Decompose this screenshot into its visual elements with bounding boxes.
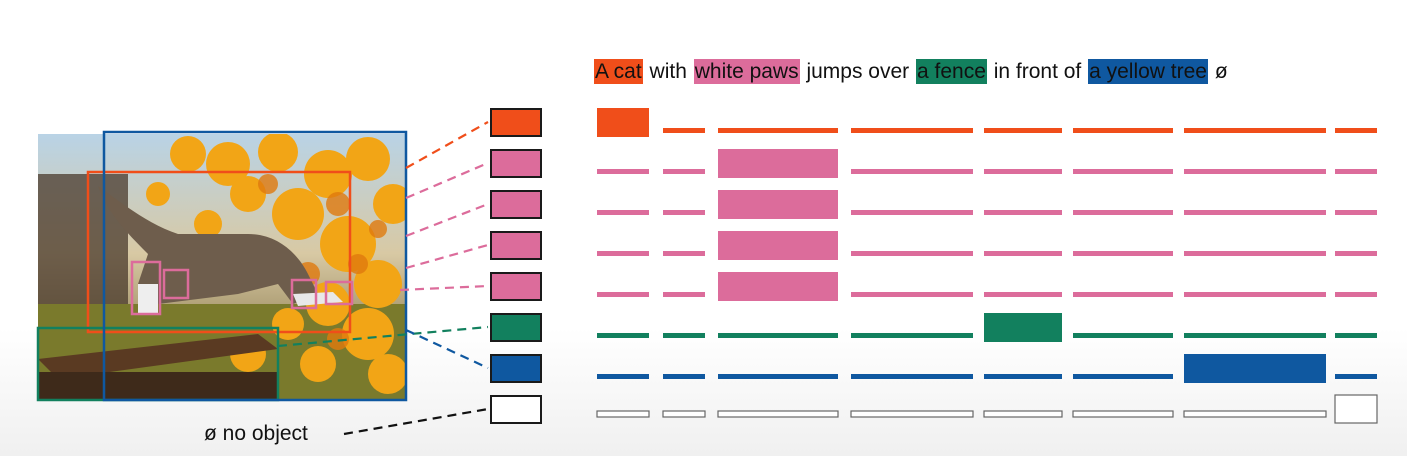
matrix-cell: [597, 210, 649, 215]
caption-entity: a yellow tree: [1088, 59, 1208, 84]
matrix-cell: [851, 333, 973, 338]
query-slot: [490, 190, 542, 219]
matrix-cell: [984, 169, 1062, 174]
matrix-cell-match: [718, 190, 838, 219]
bbox-paw: [130, 260, 162, 316]
query-slot: [490, 231, 542, 260]
matrix-cell: [851, 169, 973, 174]
matrix-cell-match: [984, 313, 1062, 342]
matrix-cell: [1184, 333, 1326, 338]
matrix-cell: [984, 128, 1062, 133]
matrix-cell: [851, 374, 973, 379]
query-slot-no-object: [490, 395, 542, 424]
matrix-cell: [851, 128, 973, 133]
matrix-cell: [663, 128, 705, 133]
matrix-cell: [1335, 251, 1377, 256]
connector-line: [277, 325, 489, 348]
matrix-cell: [718, 128, 838, 133]
no-object-label: ø no object: [204, 422, 308, 445]
matrix-cell-match: [597, 108, 649, 137]
connector-line: [405, 329, 489, 369]
matrix-cell-match: [1184, 354, 1326, 383]
matrix-cell: [663, 210, 705, 215]
query-slot: [490, 272, 542, 301]
bbox-paw: [162, 268, 190, 300]
matrix-cell-match: [718, 272, 838, 301]
matrix-cell: [663, 374, 705, 379]
matrix-cell: [851, 251, 973, 256]
matrix-cell: [1072, 410, 1174, 418]
caption: A cat with white paws jumps over a fence…: [594, 59, 1229, 84]
matrix-cell: [717, 410, 839, 418]
matrix-cell: [1184, 169, 1326, 174]
connector-line: [343, 407, 489, 436]
matrix-cell: [984, 210, 1062, 215]
matrix-cell: [597, 292, 649, 297]
matrix-cell-match: [718, 231, 838, 260]
caption-entity: A cat: [594, 59, 643, 84]
matrix-cell: [1184, 128, 1326, 133]
matrix-cell: [1184, 251, 1326, 256]
matrix-cell: [851, 292, 973, 297]
matrix-cell: [1073, 210, 1173, 215]
matrix-cell: [596, 410, 650, 418]
matrix-cell: [1335, 169, 1377, 174]
matrix-cell: [1184, 210, 1326, 215]
query-slot: [490, 354, 542, 383]
matrix-cell-match: [718, 149, 838, 178]
caption-text: jumps over: [800, 60, 915, 83]
matrix-cell: [718, 374, 838, 379]
matrix-cell: [663, 251, 705, 256]
query-slot: [490, 149, 542, 178]
caption-text: ø: [1208, 60, 1228, 83]
matrix-cell: [718, 333, 838, 338]
matrix-cell: [597, 169, 649, 174]
query-slot: [490, 108, 542, 137]
matrix-cell: [1073, 251, 1173, 256]
matrix-cell: [1335, 333, 1377, 338]
matrix-cell: [1184, 292, 1326, 297]
connector-line: [405, 121, 489, 169]
matrix-cell: [1073, 333, 1173, 338]
matrix-cell: [1073, 292, 1173, 297]
matrix-cell: [663, 333, 705, 338]
query-slot: [490, 313, 542, 342]
bbox-tree: [102, 130, 408, 402]
bbox-paw: [324, 280, 354, 306]
matrix-cell: [1073, 169, 1173, 174]
cat-photo: [38, 134, 406, 400]
caption-text: with: [643, 60, 693, 83]
matrix-cell: [662, 410, 706, 418]
bbox-cat: [86, 170, 352, 334]
matrix-cell: [1335, 128, 1377, 133]
matrix-cell: [983, 410, 1063, 418]
matrix-cell: [984, 292, 1062, 297]
matrix-cell: [851, 210, 973, 215]
caption-text: in front of: [987, 60, 1088, 83]
matrix-cell: [1335, 292, 1377, 297]
matrix-cell: [663, 292, 705, 297]
matrix-cell: [597, 333, 649, 338]
matrix-cell: [1073, 128, 1173, 133]
matrix-cell: [597, 374, 649, 379]
matrix-cell: [984, 374, 1062, 379]
caption-entity: white paws: [693, 59, 800, 84]
matrix-cell-match: [1334, 394, 1378, 424]
matrix-cell: [1335, 210, 1377, 215]
matrix-cell: [663, 169, 705, 174]
matrix-cell: [984, 251, 1062, 256]
matrix-cell: [1335, 374, 1377, 379]
matrix-cell: [850, 410, 974, 418]
caption-entity: a fence: [915, 59, 987, 84]
matrix-cell: [597, 251, 649, 256]
matrix-cell: [1073, 374, 1173, 379]
bbox-paw: [290, 278, 318, 310]
matrix-cell: [1183, 410, 1327, 418]
